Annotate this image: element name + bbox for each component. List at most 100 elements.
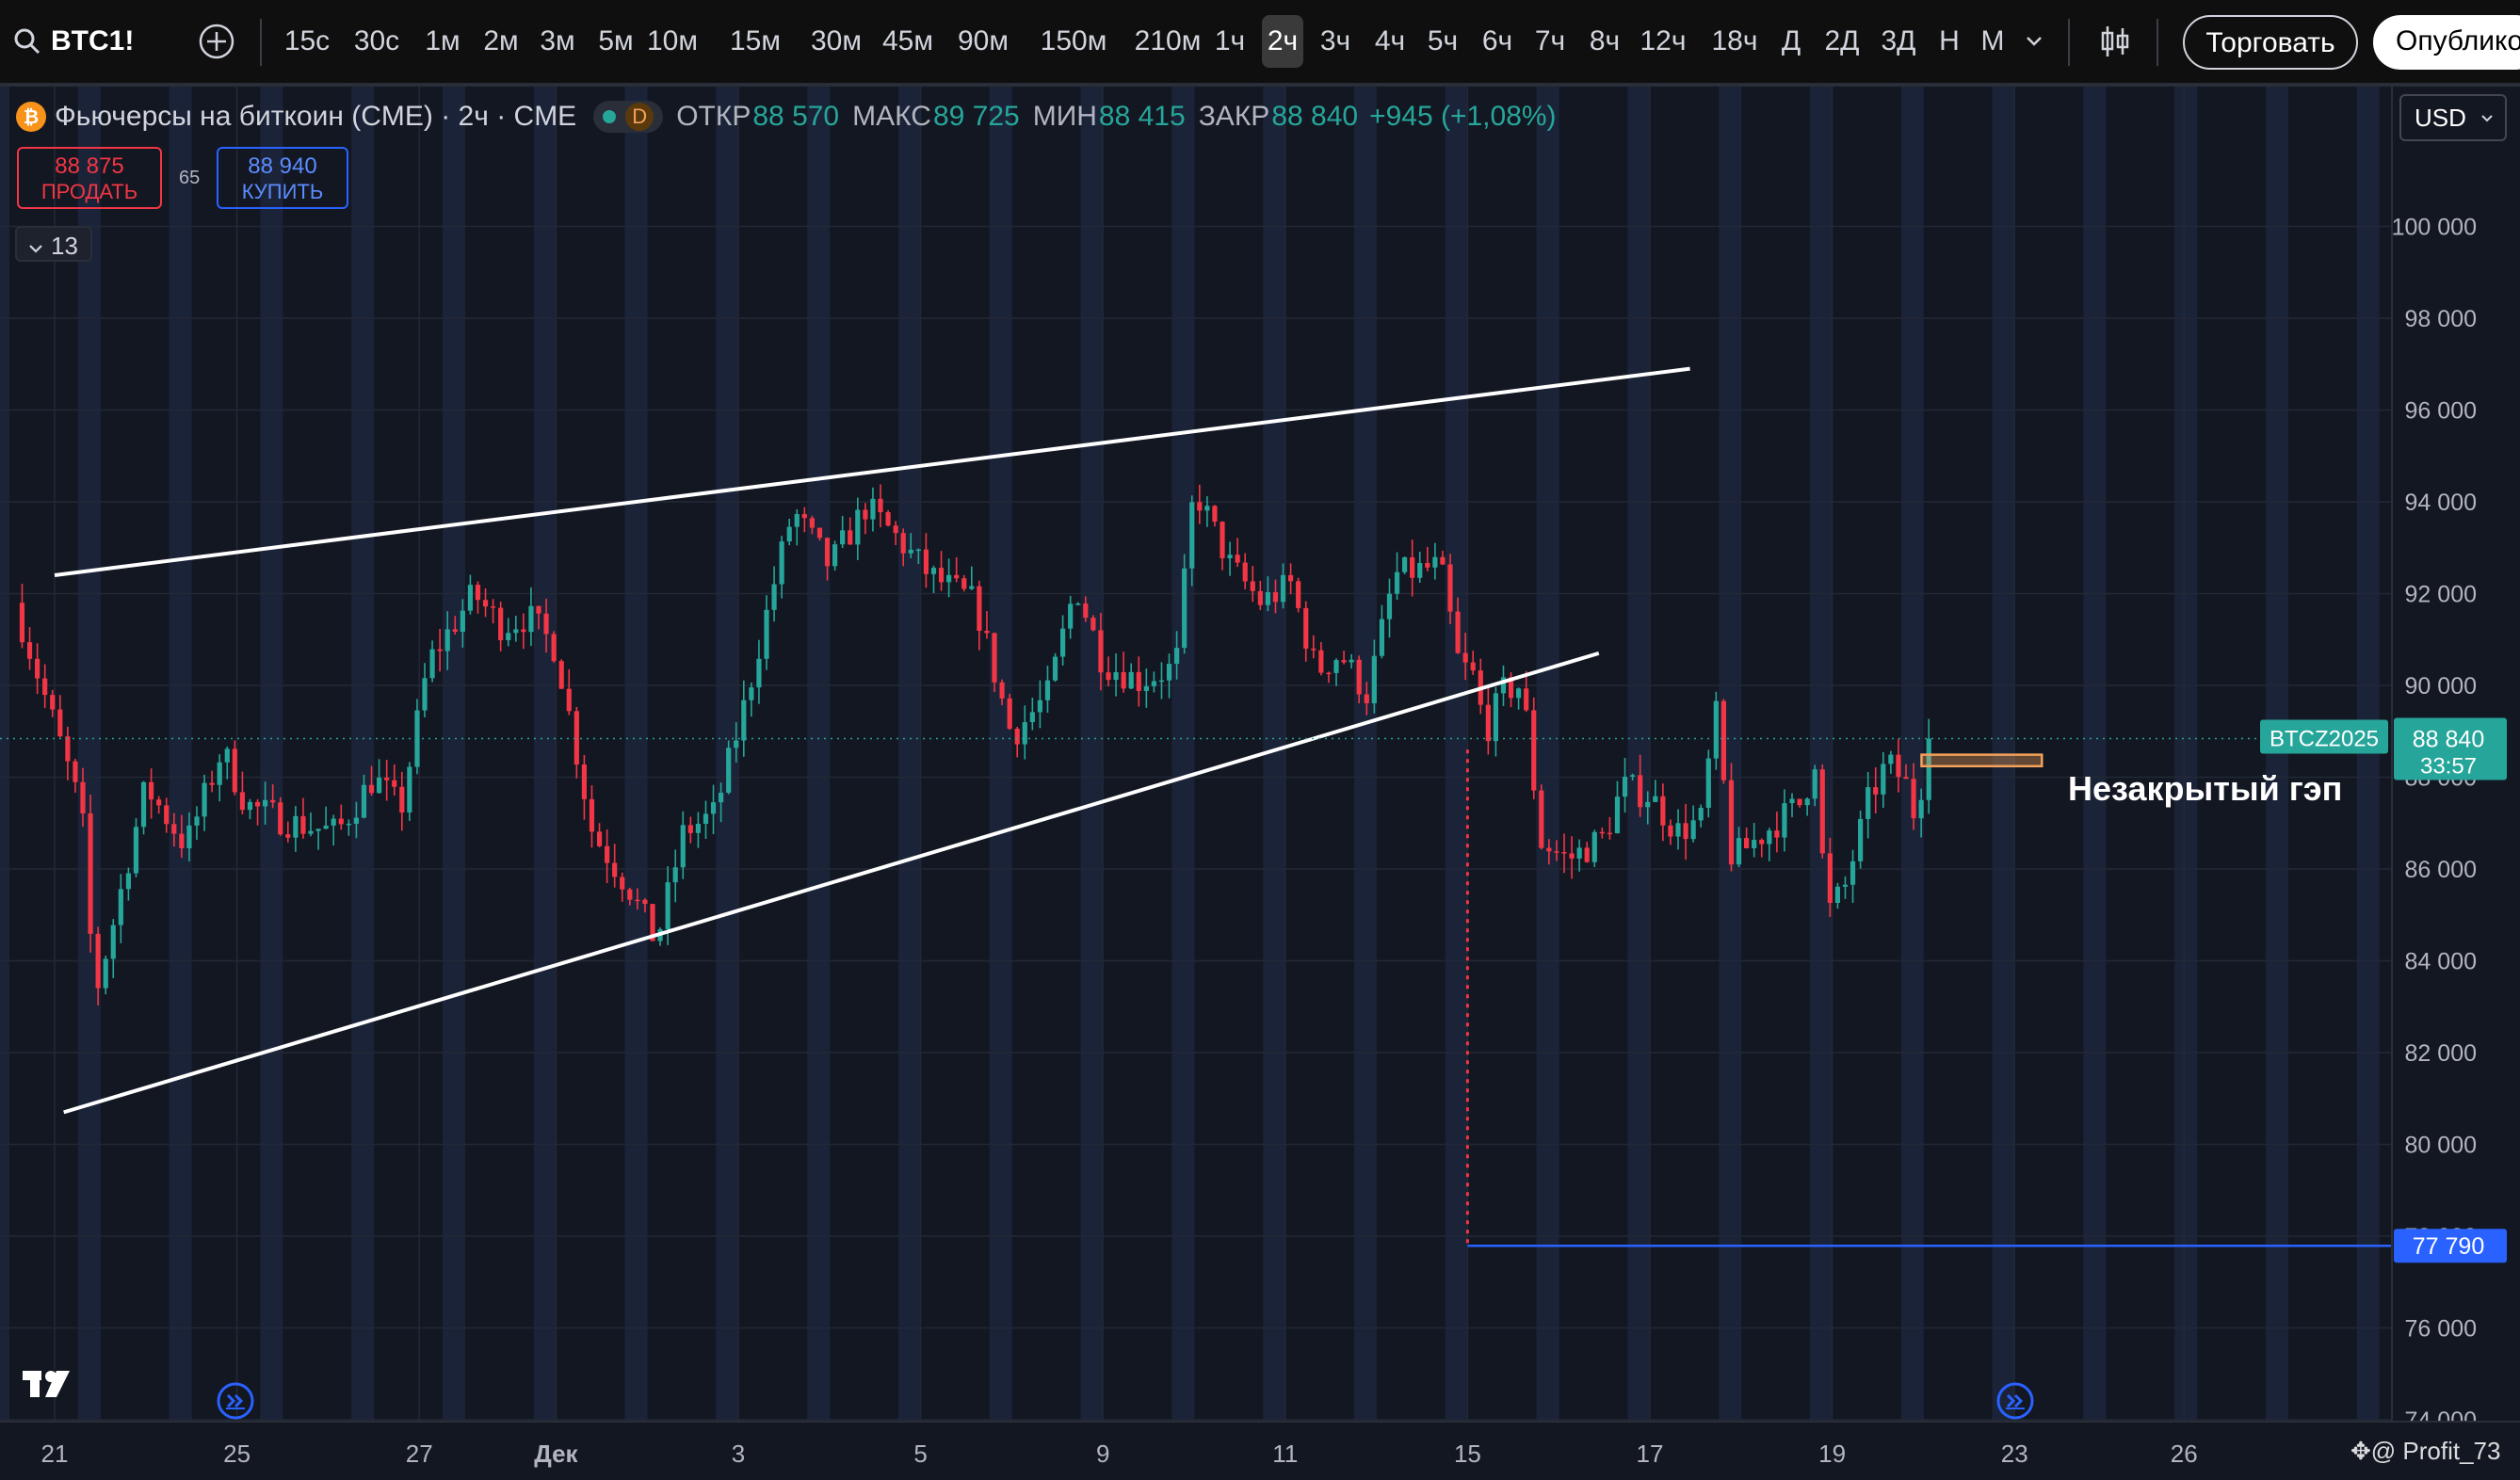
candle-body [1591,831,1597,862]
publish-button[interactable]: Опублико [2373,15,2520,70]
goto-date-button[interactable] [215,1380,256,1422]
candle-body [665,882,670,930]
currency-select[interactable]: USD [2399,94,2507,141]
price-tick-label: 90 000 [2405,673,2477,700]
delayed-data-badge: D [625,103,654,131]
candle-body [1121,671,1126,689]
session-band [898,87,921,1422]
candle-body [361,784,367,818]
candle-body [1599,831,1605,834]
timeframe-2ч[interactable]: 2ч [1262,15,1303,68]
candle-body [482,600,489,607]
timeframe-3Д[interactable]: 3Д [1881,25,1916,56]
candle-body [1098,630,1104,673]
timeframe-6ч[interactable]: 6ч [1481,25,1513,56]
candle-body [1782,803,1787,838]
candle-body [1622,777,1628,797]
candle-body [331,818,336,826]
candle-body [1044,680,1051,700]
timeframe-5ч[interactable]: 5ч [1427,25,1459,56]
candle-body [1720,700,1727,780]
price-tick-label: 98 000 [2405,306,2477,332]
candle-body [1516,688,1522,699]
session-band [443,87,465,1422]
sell-button[interactable]: 88 875 ПРОДАТЬ [17,147,162,209]
timeframe-12ч[interactable]: 12ч [1640,25,1687,56]
timeframe-150м[interactable]: 150м [1040,25,1107,56]
candle-body [164,805,170,825]
chart-style-button[interactable] [2098,0,2132,83]
timeframe-15м[interactable]: 15м [730,25,781,56]
timeframe-30с[interactable]: 30с [353,25,400,56]
session-band [0,87,9,1422]
candle-body [984,631,990,634]
timeframe-Н[interactable]: Н [1939,25,1960,56]
candle-body [118,889,123,925]
timeframe-90м[interactable]: 90м [958,25,1009,56]
bar-countdown: 33:57 [2420,754,2477,780]
candle-body [558,661,564,689]
timeframe-1м[interactable]: 1м [425,25,460,56]
timeframe-8ч[interactable]: 8ч [1589,25,1621,56]
candle-body [1265,592,1271,605]
candle-body [1926,738,1931,800]
status-badge[interactable]: D [593,101,664,133]
timeframe-М[interactable]: М [1980,25,2005,56]
top-toolbar: BTC1! 15с 30с 1м 2м 3м 5м 10м 15м 30м 45м 90м 150м 2… [0,0,2520,87]
candle-body [756,658,762,688]
candle-body [467,585,474,611]
time-tick-label: 17 [1637,1440,1664,1468]
timeframe-30м[interactable]: 30м [811,25,862,56]
candle-body [1311,648,1317,651]
timeframe-15с[interactable]: 15с [283,25,331,56]
candle-body [908,549,913,554]
candle-body [239,792,246,811]
timeframe-3м[interactable]: 3м [540,25,575,56]
timeframe-45м[interactable]: 45м [882,25,933,56]
timeframe-2Д[interactable]: 2Д [1824,25,1860,56]
add-symbol-button[interactable] [198,0,235,83]
indicators-toggle[interactable]: 13 [15,226,92,262]
candle-body [1539,790,1544,848]
timeframe-10м[interactable]: 10м [647,25,698,56]
candle-body [171,824,177,834]
timeframe-3ч[interactable]: 3ч [1319,25,1351,56]
candle-body [627,889,633,900]
candle-body [110,925,116,959]
tradingview-logo [23,1371,70,1397]
candle-body [786,526,792,542]
candle-body [1728,780,1735,865]
candle-body [1705,758,1711,809]
chart-type-chevron-button[interactable] [2021,0,2047,83]
candle-body [521,629,526,633]
timeframe-5м[interactable]: 5м [598,25,634,56]
bitcoin-icon: ₿ [16,102,46,132]
timeframe-4ч[interactable]: 4ч [1374,25,1406,56]
candle-body [1888,754,1894,764]
buy-button[interactable]: 88 940 КУПИТЬ [217,147,348,209]
timeframe-2м[interactable]: 2м [483,25,519,56]
candle-body [1029,712,1035,722]
scroll-to-realtime-button[interactable] [1995,1380,2036,1422]
toolbar-divider [2068,19,2070,66]
drawings[interactable]: Незакрытый гэп [0,366,2392,1247]
timeframe-1ч[interactable]: 1ч [1214,25,1246,56]
timeframe-18ч[interactable]: 18ч [1711,25,1758,56]
candle-body [1371,655,1377,704]
candle-body [581,764,588,799]
candle-body [1326,672,1332,675]
trade-button[interactable]: Торговать [2183,15,2358,70]
price-tick-label: 94 000 [2405,490,2477,516]
plus-circle-icon [199,24,234,59]
timeframe-210м[interactable]: 210м [1134,25,1202,56]
timeframe-7ч[interactable]: 7ч [1534,25,1566,56]
candle-body [961,578,967,589]
candle-body [1789,798,1795,804]
timeframe-Д[interactable]: Д [1781,25,1801,56]
symbol-search[interactable]: BTC1! [13,0,134,83]
candle-body [816,527,823,539]
candle-body [179,833,185,849]
session-band [1627,87,1651,1422]
candle-body [1166,664,1172,681]
